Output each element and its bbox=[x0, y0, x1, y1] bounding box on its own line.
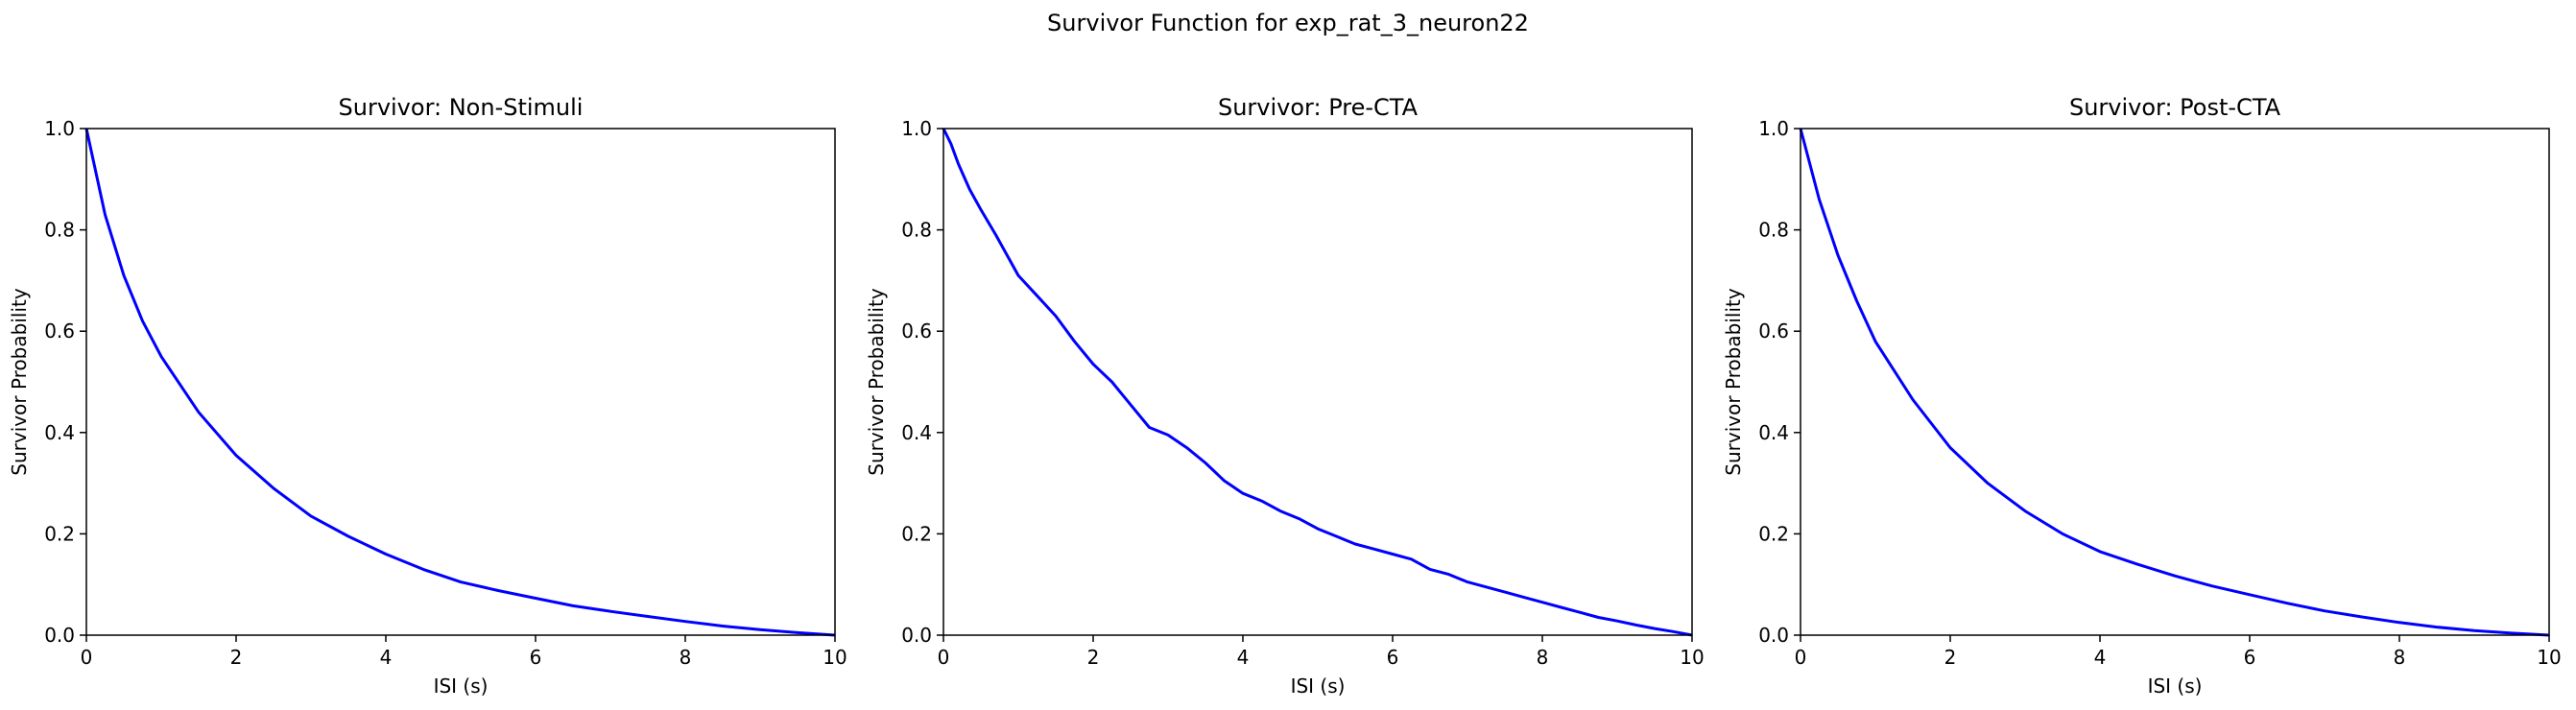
subplot-3: Survivor: Post-CTA 0 2 4 6 8 10 0.0 0.2 0.4 0.6 0.8… bbox=[1722, 94, 2562, 698]
x-tick-label: 2 bbox=[1087, 646, 1100, 669]
x-tick-label: 0 bbox=[1795, 646, 1807, 669]
x-axis-label: ISI (s) bbox=[2148, 674, 2203, 698]
subplot-1: Survivor: Non-Stimuli 0 2 4 6 8 10 0.0 0.2 0.4 0.6… bbox=[8, 94, 847, 698]
y-tick-label: 0.4 bbox=[44, 421, 75, 444]
y-tick-label: 0.2 bbox=[1758, 522, 1789, 545]
y-tick-label: 0.2 bbox=[901, 522, 932, 545]
y-tick-label: 1.0 bbox=[1758, 117, 1789, 140]
y-tick-label: 0.8 bbox=[901, 219, 932, 242]
y-axis-label: Survivor Probability bbox=[1722, 288, 1745, 476]
subplot-2: Survivor: Pre-CTA 0 2 4 6 8 10 0.0 0.2 0.4 0.6 0.8 1… bbox=[865, 94, 1705, 698]
axes-frame bbox=[942, 128, 1693, 636]
x-tick-label: 10 bbox=[1680, 646, 1704, 669]
x-tick-label: 0 bbox=[938, 646, 950, 669]
y-tick-label: 0.2 bbox=[44, 522, 75, 545]
x-tick-label: 8 bbox=[680, 646, 692, 669]
y-axis-label: Survivor Probability bbox=[8, 288, 31, 476]
x-tick-label: 4 bbox=[1237, 646, 1250, 669]
x-tick-label: 0 bbox=[81, 646, 93, 669]
y-tick-label: 0.6 bbox=[1758, 320, 1789, 343]
x-tick-label: 6 bbox=[1387, 646, 1399, 669]
x-tick-label: 4 bbox=[2094, 646, 2107, 669]
subplot-title: Survivor: Non-Stimuli bbox=[339, 94, 584, 121]
y-tick-label: 0.6 bbox=[901, 320, 932, 343]
x-tick-label: 6 bbox=[530, 646, 542, 669]
y-tick-label: 0.4 bbox=[1758, 421, 1789, 444]
y-tick-label: 0.8 bbox=[1758, 219, 1789, 242]
figure-suptitle: Survivor Function for exp_rat_3_neuron22 bbox=[1047, 10, 1529, 36]
x-tick-label: 10 bbox=[823, 646, 847, 669]
y-tick-label: 0.6 bbox=[44, 320, 75, 343]
x-tick-label: 10 bbox=[2537, 646, 2561, 669]
y-tick-label: 1.0 bbox=[901, 117, 932, 140]
survivor-curve bbox=[84, 128, 836, 637]
x-tick-label: 8 bbox=[1537, 646, 1549, 669]
x-tick-label: 2 bbox=[1944, 646, 1957, 669]
survivor-curve bbox=[942, 128, 1693, 637]
y-tick-label: 0.0 bbox=[901, 624, 932, 647]
subplot-title: Survivor: Post-CTA bbox=[2069, 94, 2281, 121]
y-tick-label: 1.0 bbox=[44, 117, 75, 140]
x-tick-label: 8 bbox=[2394, 646, 2406, 669]
y-tick-label: 0.4 bbox=[901, 421, 932, 444]
y-tick-label: 0.8 bbox=[44, 219, 75, 242]
axes-frame bbox=[85, 128, 836, 636]
x-tick-label: 4 bbox=[380, 646, 393, 669]
x-axis-label: ISI (s) bbox=[1291, 674, 1346, 698]
x-tick-label: 2 bbox=[230, 646, 243, 669]
y-tick-label: 0.0 bbox=[44, 624, 75, 647]
y-tick-label: 0.0 bbox=[1758, 624, 1789, 647]
survivor-curve bbox=[1799, 128, 2550, 637]
axes-frame bbox=[1800, 128, 2550, 636]
x-tick-label: 6 bbox=[2244, 646, 2256, 669]
x-axis-label: ISI (s) bbox=[434, 674, 489, 698]
y-axis-label: Survivor Probability bbox=[865, 288, 888, 476]
subplot-title: Survivor: Pre-CTA bbox=[1218, 94, 1419, 121]
